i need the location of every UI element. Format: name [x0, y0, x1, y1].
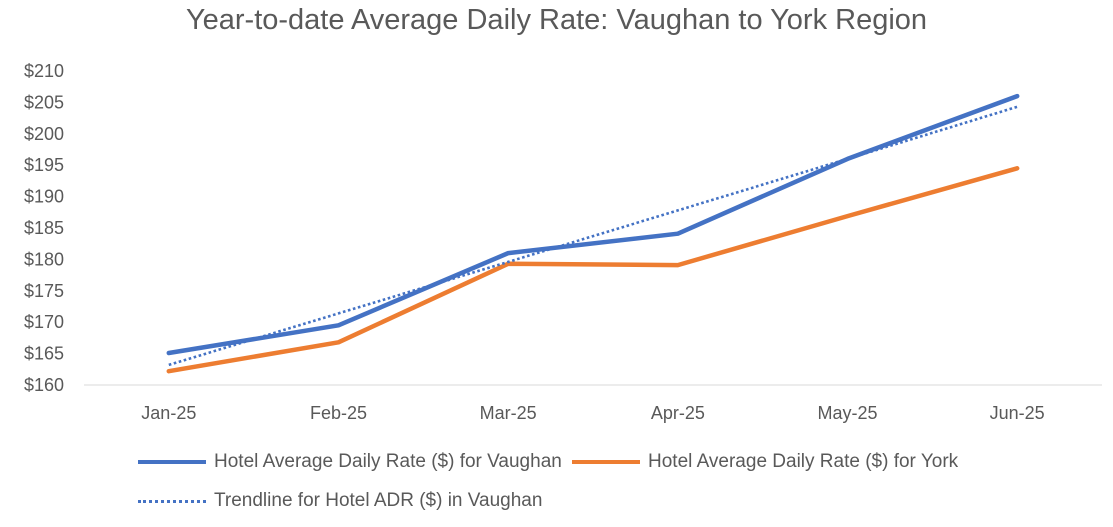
y-tick-label: $160	[24, 375, 64, 395]
y-tick-label: $190	[24, 187, 64, 207]
y-tick-label: $175	[24, 281, 64, 301]
y-tick-label: $185	[24, 218, 64, 238]
x-tick-label: Apr-25	[651, 403, 705, 423]
y-tick-label: $210	[24, 61, 64, 81]
y-tick-label: $200	[24, 124, 64, 144]
x-tick-label: Jun-25	[990, 403, 1045, 423]
y-tick-label: $170	[24, 312, 64, 332]
legend-label-york: Hotel Average Daily Rate ($) for York	[648, 451, 959, 472]
legend-swatch-trendline	[138, 499, 206, 503]
legend-item-trendline: Trendline for Hotel ADR ($) in Vaughan	[138, 490, 542, 512]
y-tick-label: $195	[24, 155, 64, 175]
x-tick-label: Jan-25	[141, 403, 196, 423]
x-tick-label: Feb-25	[310, 403, 367, 423]
legend-swatch-vaughan	[138, 460, 206, 464]
legend-swatch-york	[572, 460, 640, 464]
legend-label-vaughan: Hotel Average Daily Rate ($) for Vaughan	[214, 451, 562, 472]
y-tick-label: $165	[24, 344, 64, 364]
legend-item-york: Hotel Average Daily Rate ($) for York	[572, 451, 958, 473]
legend-item-vaughan: Hotel Average Daily Rate ($) for Vaughan	[138, 451, 562, 473]
y-tick-label: $205	[24, 92, 64, 112]
chart-title: Year-to-date Average Daily Rate: Vaughan…	[185, 4, 928, 36]
x-tick-label: May-25	[817, 403, 877, 423]
x-tick-label: Mar-25	[480, 403, 537, 423]
trendline-vaughan	[168, 105, 1018, 367]
legend-label-trendline: Trendline for Hotel ADR ($) in Vaughan	[214, 490, 543, 511]
series-line-york	[166, 166, 1020, 374]
y-tick-label: $180	[24, 249, 64, 269]
series-line-vaughan	[166, 93, 1020, 356]
